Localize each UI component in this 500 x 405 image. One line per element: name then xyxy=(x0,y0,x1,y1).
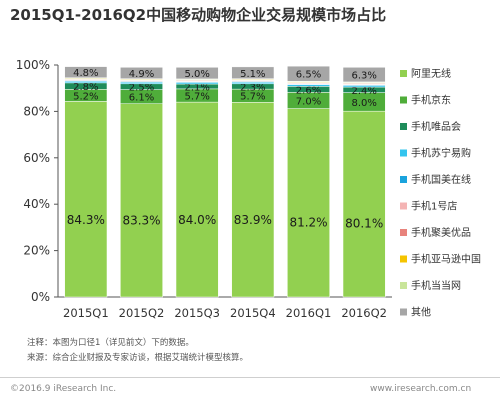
data-label: 4.8% xyxy=(73,68,98,79)
data-label: 8.0% xyxy=(351,98,376,109)
chart-source: 来源：综合企业财报及专家访谈，根据艾瑞统计模型核算。 xyxy=(27,353,249,363)
chart-note: 注释：本图为口径1（详见前文）下的数据。 xyxy=(27,338,194,348)
legend-swatch xyxy=(400,176,407,183)
legend-swatch xyxy=(400,149,407,157)
data-label: 5.7% xyxy=(184,92,209,103)
legend-label: 手机唯品会 xyxy=(411,120,461,133)
bar-segment xyxy=(287,65,330,82)
bar-segment xyxy=(231,66,275,79)
y-tick-label: 40% xyxy=(23,197,50,211)
legend-swatch xyxy=(400,70,407,77)
bar-segment xyxy=(120,67,163,79)
legend-label: 手机京东 xyxy=(411,94,451,107)
bar-segment xyxy=(64,101,108,298)
bar-segment xyxy=(287,108,330,298)
legend-label: 手机亚马逊中国 xyxy=(411,253,481,266)
chart-title: 2015Q1-2016Q2中国移动购物企业交易规模市场占比 xyxy=(10,6,387,24)
bar-segment xyxy=(64,66,108,79)
data-label: 83.3% xyxy=(122,214,160,228)
y-tick-label: 80% xyxy=(23,104,50,118)
legend-swatch xyxy=(400,308,407,316)
legend-swatch xyxy=(400,202,407,210)
legend-swatch xyxy=(400,123,407,130)
bar-segment xyxy=(120,103,163,298)
legend-swatch xyxy=(400,282,407,289)
data-label: 2.1% xyxy=(184,82,209,93)
data-label: 5.1% xyxy=(240,69,265,80)
data-label: 81.2% xyxy=(289,216,327,230)
legend-label: 手机国美在线 xyxy=(411,173,471,186)
data-label: 2.4% xyxy=(351,86,376,97)
legend-label: 阿里无线 xyxy=(411,67,451,80)
x-tick-label: 2015Q1 xyxy=(63,306,109,320)
legend-swatch xyxy=(400,255,407,263)
legend-label: 手机苏宁易购 xyxy=(411,147,471,160)
footer-copyright: ©2016.9 iResearch Inc. xyxy=(10,384,117,394)
data-label: 4.9% xyxy=(129,69,154,80)
footer-website: www.iresearch.com.cn xyxy=(370,384,472,394)
y-tick-label: 60% xyxy=(23,151,50,165)
y-tick-label: 100% xyxy=(16,58,50,72)
legend-label: 手机当当网 xyxy=(411,279,461,292)
x-tick-label: 2016Q2 xyxy=(341,306,387,320)
legend-label: 手机1号店 xyxy=(411,200,457,213)
bar-segment xyxy=(231,102,275,298)
data-label: 5.7% xyxy=(240,92,265,103)
bar-segment xyxy=(342,110,386,298)
data-label: 2.6% xyxy=(296,85,321,96)
data-label: 84.0% xyxy=(178,213,216,227)
legend-swatch xyxy=(400,96,407,104)
data-label: 5.0% xyxy=(184,69,209,80)
bar-segment xyxy=(175,67,219,80)
data-label: 2.8% xyxy=(73,82,98,93)
bar-segment xyxy=(175,101,219,298)
data-label: 6.1% xyxy=(129,93,154,104)
data-label: 80.1% xyxy=(345,217,383,231)
data-label: 6.3% xyxy=(351,71,376,82)
x-tick-label: 2015Q4 xyxy=(230,306,276,320)
x-tick-label: 2015Q2 xyxy=(119,306,165,320)
legend-swatch xyxy=(400,229,407,236)
footer-divider xyxy=(0,377,500,378)
data-label: 84.3% xyxy=(67,213,105,227)
data-label: 5.2% xyxy=(73,91,98,102)
y-tick-label: 0% xyxy=(31,290,50,304)
data-label: 2.3% xyxy=(240,82,265,93)
data-label: 7.0% xyxy=(296,96,321,107)
data-label: 83.9% xyxy=(234,213,272,227)
legend-label: 手机聚美优品 xyxy=(411,226,471,239)
x-tick-label: 2016Q1 xyxy=(286,306,332,320)
legend-label: 其他 xyxy=(411,306,431,319)
data-label: 2.5% xyxy=(129,83,154,94)
x-tick-label: 2015Q3 xyxy=(174,306,220,320)
data-label: 6.5% xyxy=(296,70,321,81)
bar-segment xyxy=(342,67,386,83)
y-tick-label: 20% xyxy=(23,244,50,258)
